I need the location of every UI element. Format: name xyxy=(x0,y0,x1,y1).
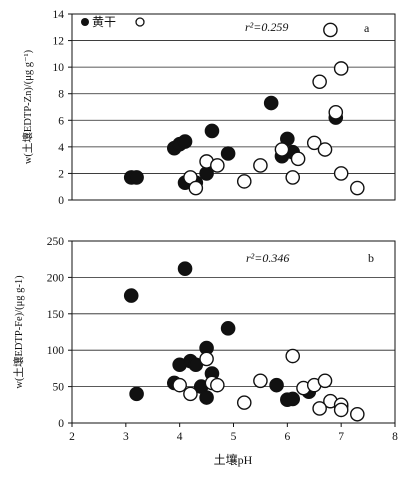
panel-a-point-filled xyxy=(220,146,236,161)
panel-a-point-open xyxy=(290,151,306,167)
panel-a-point-open xyxy=(328,105,344,120)
panel-a-point-open xyxy=(323,22,338,38)
panel-b-y-tick-label: 150 xyxy=(47,309,65,321)
panel-a-point-open xyxy=(274,142,290,157)
panel-b-y-tick-label: 0 xyxy=(58,418,64,430)
panel-a-point-open xyxy=(312,74,327,90)
panel-a-point-filled xyxy=(177,134,193,149)
panel-a-point-open xyxy=(333,166,349,181)
x-axis-title: 土壤pH xyxy=(214,452,253,467)
panel-a-point-filled xyxy=(204,123,220,139)
panel-b-points xyxy=(123,261,365,422)
panel-b-y-axis-title: w(土壤EDTP-Fe)/(μg g-1) xyxy=(12,275,25,389)
panel-a-y-tick-label: 4 xyxy=(58,142,64,154)
panel-b-point-open xyxy=(285,348,301,364)
panel-a-point-filled xyxy=(263,95,279,111)
panel-b-x-tick-label: 6 xyxy=(284,431,290,443)
legend-open-marker xyxy=(135,17,145,27)
panel-b-point-open xyxy=(312,401,327,416)
panel-b-point-open xyxy=(236,395,252,410)
panel-b-point-open xyxy=(350,406,365,422)
panel-b-point-filled xyxy=(285,391,301,407)
panel-b-y-tick-label: 200 xyxy=(47,272,65,284)
panel-b-x-tick-label: 3 xyxy=(123,431,129,443)
panel-a-r2-annotation: r²=0.259 xyxy=(245,20,288,34)
panel-a-point-open xyxy=(236,174,252,189)
panel-b-x-tick-label: 4 xyxy=(177,431,183,443)
panel-a-point-open xyxy=(210,158,225,173)
panel-b-y-ticks: 0 50 100 150 200 250 xyxy=(47,236,72,430)
panel-a-points xyxy=(123,22,365,196)
panel-a-y-ticks: 0 2 4 6 8 10 12 14 xyxy=(53,9,72,207)
panel-b-point-filled xyxy=(199,390,214,405)
panel-b-label: b xyxy=(368,251,374,265)
panel-b-point-open xyxy=(253,373,268,389)
panel-b-y-tick-label: 250 xyxy=(47,236,65,248)
panel-a-point-open xyxy=(306,135,322,151)
panel-a-point-open xyxy=(188,180,204,196)
panel-b-point-filled xyxy=(269,377,284,393)
panel-b-point-open xyxy=(210,377,225,393)
panel-a-y-tick-label: 8 xyxy=(58,89,64,101)
panel-a-point-open xyxy=(285,170,301,185)
panel-b-point-open xyxy=(333,402,349,418)
panel-a-point-filled xyxy=(129,170,144,185)
legend: 黄干 xyxy=(81,15,145,29)
panel-a-y-tick-label: 0 xyxy=(58,195,64,207)
panel-a-point-open xyxy=(317,142,333,157)
panel-a-frame xyxy=(71,13,396,201)
panel-b-point-filled xyxy=(123,288,139,303)
panel-b-y-tick-label: 50 xyxy=(53,382,65,394)
panel-b-point-open xyxy=(317,373,333,389)
panel-a-y-tick-label: 6 xyxy=(58,115,64,127)
panel-a-y-tick-label: 10 xyxy=(53,62,65,74)
panel-b-point-open xyxy=(172,377,187,393)
panel-a-point-open xyxy=(350,180,365,196)
legend-label-filled: 黄干 xyxy=(92,15,116,29)
panel-b-x-tick-label: 7 xyxy=(338,431,344,443)
panel-b-gridlines xyxy=(72,276,395,388)
panel-b: 0 50 100 150 200 250 2 3 4 5 6 7 8 r²=0.346 b w(土壤E… xyxy=(12,236,398,467)
panel-b-point-filled xyxy=(129,386,144,402)
legend-filled-marker xyxy=(81,18,89,26)
panel-b-point-open xyxy=(199,351,214,367)
panel-b-point-filled xyxy=(220,321,236,336)
panel-b-x-tick-label: 5 xyxy=(231,431,237,443)
panel-a-y-axis-title: w(土壤EDTP-Zn)/(μg g⁻¹) xyxy=(21,49,34,164)
panel-a-y-tick-label: 12 xyxy=(53,36,65,48)
panel-b-x-tick-label: 2 xyxy=(69,431,75,443)
panel-b-point-filled xyxy=(177,261,193,276)
panel-b-x-ticks: 2 3 4 5 6 7 8 xyxy=(69,423,398,443)
panel-a-y-tick-label: 14 xyxy=(53,9,65,21)
panel-a-y-tick-label: 2 xyxy=(58,168,64,180)
panel-a-label: a xyxy=(364,21,370,35)
panel-a-point-open xyxy=(333,61,349,76)
panel-a-point-open xyxy=(253,158,268,173)
panel-b-x-tick-label: 8 xyxy=(392,431,398,443)
panel-b-point-open xyxy=(183,386,198,402)
panel-b-y-tick-label: 100 xyxy=(47,345,65,357)
panel-a: 0 2 4 6 8 10 12 14 黄干 r²=0.259 a w(土壤EDTP-Zn)/(… xyxy=(21,9,396,207)
panel-b-r2-annotation: r²=0.346 xyxy=(246,251,289,265)
